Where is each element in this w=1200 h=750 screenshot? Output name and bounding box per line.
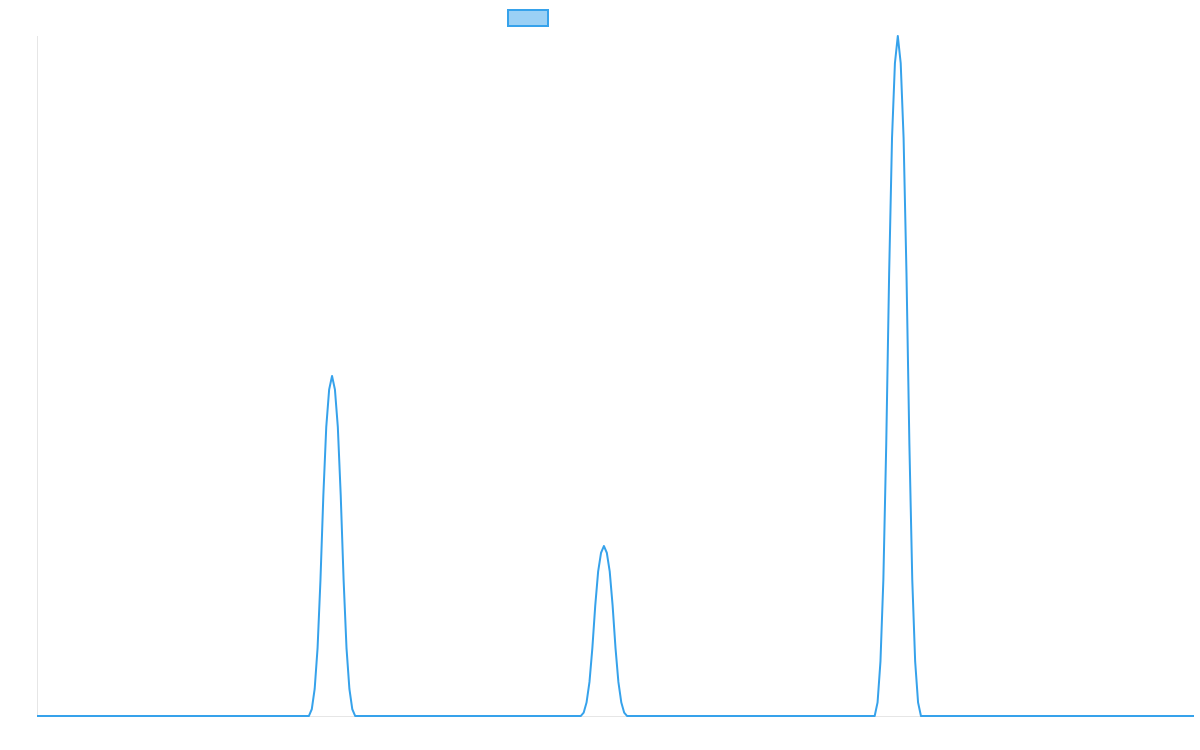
legend-swatch — [507, 9, 549, 27]
data-line — [37, 35, 1194, 717]
